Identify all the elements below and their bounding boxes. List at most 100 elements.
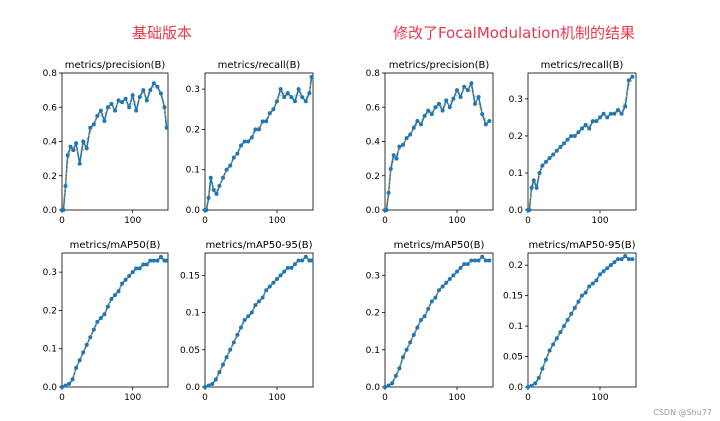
- data-point: [469, 81, 474, 86]
- data-point: [253, 127, 258, 132]
- data-point: [601, 111, 606, 116]
- data-point: [260, 295, 265, 300]
- data-point: [81, 350, 86, 355]
- y-tick-label: 0.2: [186, 125, 200, 135]
- data-point: [569, 311, 574, 316]
- data-point: [116, 98, 121, 103]
- data-point: [583, 290, 588, 295]
- plot-frame: [527, 72, 637, 211]
- data-point: [164, 125, 169, 130]
- x-tick-label: 100: [448, 393, 465, 403]
- data-point: [242, 139, 247, 144]
- data-point: [536, 375, 541, 380]
- data-point: [206, 195, 211, 200]
- data-point: [587, 126, 592, 131]
- data-point: [388, 166, 393, 171]
- y-tick-label: 0.2: [366, 309, 380, 319]
- data-point: [572, 305, 577, 310]
- y-tick-label: 0.15: [180, 271, 200, 281]
- data-point: [275, 99, 279, 104]
- data-point: [554, 148, 559, 153]
- data-point: [451, 273, 456, 278]
- data-point: [547, 348, 552, 353]
- data-point: [300, 258, 305, 263]
- data-point: [612, 111, 617, 116]
- subplot-title: metrics/mAP50(B): [70, 240, 161, 251]
- data-point: [390, 381, 395, 386]
- data-point: [221, 175, 225, 180]
- data-point: [437, 288, 441, 293]
- data-point: [480, 254, 485, 259]
- watermark: CSDN @Shu77: [653, 408, 712, 417]
- plot-frame: [527, 252, 637, 388]
- data-point: [67, 381, 72, 386]
- data-point: [134, 266, 139, 271]
- data-point: [630, 257, 635, 262]
- data-point: [594, 278, 599, 283]
- data-point: [60, 385, 64, 389]
- data-point: [211, 187, 216, 192]
- data-point: [249, 135, 254, 140]
- data-point: [210, 382, 215, 387]
- data-point: [404, 347, 409, 352]
- data-point: [77, 161, 82, 166]
- data-point: [594, 119, 599, 124]
- data-point: [393, 373, 398, 378]
- y-tick-label: 0.0: [366, 206, 381, 216]
- data-point: [480, 112, 485, 117]
- data-point: [151, 81, 156, 86]
- data-point: [162, 105, 167, 110]
- data-point: [587, 284, 592, 289]
- data-point: [204, 208, 209, 212]
- x-tick-label: 100: [591, 216, 608, 226]
- data-point: [458, 265, 463, 270]
- data-point: [565, 137, 570, 142]
- data-point: [253, 303, 258, 308]
- y-tick-label: 0.0: [186, 206, 201, 216]
- data-point: [275, 277, 279, 282]
- data-point: [239, 325, 243, 330]
- data-point: [228, 347, 233, 352]
- data-point: [384, 208, 389, 212]
- y-tick-label: 0.15: [503, 292, 523, 302]
- data-point: [569, 133, 574, 138]
- data-point: [137, 94, 142, 99]
- data-point: [476, 94, 481, 99]
- data-point: [580, 293, 584, 298]
- subplot-right-1: metrics/recall(B) 0.0 0.1 0.2 0.3 0 100: [509, 60, 637, 226]
- y-tick-label: 0.2: [509, 132, 523, 142]
- data-point: [386, 383, 391, 388]
- y-tick-label: 0.2: [509, 261, 523, 271]
- data-point: [386, 190, 391, 195]
- data-point: [533, 381, 538, 386]
- data-point: [444, 98, 449, 103]
- y-tick-label: 0.1: [43, 345, 57, 355]
- data-point: [84, 146, 89, 151]
- data-point: [98, 316, 103, 321]
- data-point: [271, 280, 276, 285]
- data-point: [88, 125, 93, 130]
- data-point: [440, 108, 445, 113]
- smooth-line: [384, 85, 490, 211]
- data-point: [164, 258, 169, 263]
- data-point: [303, 99, 308, 104]
- data-point: [98, 108, 103, 113]
- y-tick-label: 0.05: [180, 346, 200, 356]
- data-point: [134, 108, 139, 113]
- data-point: [123, 277, 128, 282]
- y-tick-label: 0.3: [509, 95, 523, 105]
- plot-frame: [384, 252, 494, 388]
- data-point: [206, 383, 211, 388]
- smooth-line: [384, 258, 490, 387]
- data-point: [397, 366, 402, 371]
- data-point: [231, 340, 236, 345]
- data-point: [257, 127, 261, 132]
- subplot-title: metrics/mAP50(B): [394, 240, 485, 251]
- x-tick-label: 0: [525, 393, 531, 403]
- data-point: [623, 254, 628, 259]
- x-tick-label: 100: [124, 393, 141, 403]
- data-point: [278, 273, 283, 278]
- subplot-left-0: metrics/precision(B) 0.0 0.2 0.4 0.6 0.8 0 100: [43, 60, 169, 226]
